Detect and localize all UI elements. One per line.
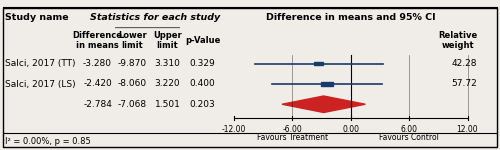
Text: 1.501: 1.501	[154, 100, 180, 109]
Text: -2.784: -2.784	[83, 100, 112, 109]
Text: 3.310: 3.310	[154, 59, 180, 68]
Text: 0.203: 0.203	[190, 100, 216, 109]
Text: 0.329: 0.329	[190, 59, 216, 68]
FancyBboxPatch shape	[2, 8, 496, 147]
Text: -9.870: -9.870	[118, 59, 147, 68]
Text: 42.28: 42.28	[452, 59, 477, 68]
Text: p-Value: p-Value	[185, 36, 220, 45]
Text: -12.00: -12.00	[222, 124, 246, 134]
Polygon shape	[282, 96, 366, 112]
Text: 12.00: 12.00	[456, 124, 478, 134]
Text: 3.220: 3.220	[154, 80, 180, 88]
Text: Salci, 2017 (LS): Salci, 2017 (LS)	[5, 80, 76, 88]
Text: Salci, 2017 (TT): Salci, 2017 (TT)	[5, 59, 76, 68]
Text: 0.00: 0.00	[342, 124, 359, 134]
Text: -6.00: -6.00	[282, 124, 302, 134]
Text: -8.060: -8.060	[118, 80, 147, 88]
Text: Difference
in means: Difference in means	[72, 31, 122, 50]
Text: -2.420: -2.420	[83, 80, 112, 88]
Text: Favours Control: Favours Control	[379, 134, 439, 142]
Text: Study name: Study name	[5, 14, 68, 22]
Text: Statistics for each study: Statistics for each study	[90, 14, 220, 22]
Text: I² = 0.00%, p = 0.85: I² = 0.00%, p = 0.85	[5, 137, 91, 146]
Text: 57.72: 57.72	[452, 80, 477, 88]
Text: Lower
limit: Lower limit	[118, 31, 147, 50]
FancyBboxPatch shape	[314, 62, 324, 65]
Text: Favours Treatment: Favours Treatment	[257, 134, 328, 142]
Text: -7.068: -7.068	[118, 100, 147, 109]
Text: 0.400: 0.400	[190, 80, 216, 88]
Text: Relative
weight: Relative weight	[438, 31, 478, 50]
FancyBboxPatch shape	[321, 82, 334, 86]
Text: Upper
limit: Upper limit	[153, 31, 182, 50]
Text: Difference in means and 95% CI: Difference in means and 95% CI	[266, 14, 436, 22]
Text: 6.00: 6.00	[400, 124, 417, 134]
Text: -3.280: -3.280	[83, 59, 112, 68]
